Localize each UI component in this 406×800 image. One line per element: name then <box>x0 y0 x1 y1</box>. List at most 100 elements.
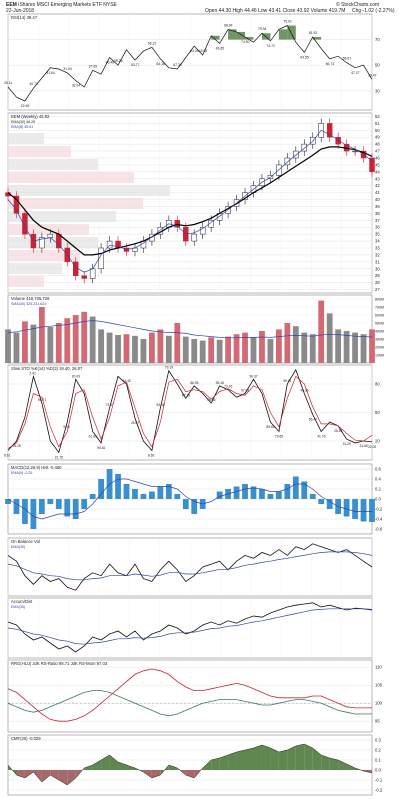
rsi-data-label: 31.04 <box>63 67 72 71</box>
price-candle <box>13 195 20 214</box>
cmf-tick-5: 0.3 <box>375 738 381 743</box>
volume-bar <box>106 332 113 363</box>
macd-tick-2: -0.2 <box>375 507 383 512</box>
price-tick-23: 50 <box>375 128 380 133</box>
cmf-area-segment <box>126 765 135 770</box>
volume-bar <box>132 335 138 363</box>
volume-bar <box>165 335 172 363</box>
rsi-overbought-fill <box>278 29 288 40</box>
macd-tick-4: 0.2 <box>375 487 381 492</box>
cmf-area-segment <box>304 744 313 770</box>
stochastic-data-label: 46.36 <box>300 389 308 393</box>
stochastic-data-label: 95.81 <box>97 446 105 450</box>
macd-signal-line <box>7 478 372 520</box>
macd-hist-bar <box>157 486 164 499</box>
price-candle <box>191 233 197 242</box>
stochastic-data-label: 64.40 <box>123 379 131 383</box>
obv-title: On Balance Vol <box>11 539 40 544</box>
cmf-area-segment <box>84 765 93 770</box>
volume-bar <box>191 339 198 363</box>
rrg-tick-1: 100 <box>375 701 383 706</box>
macd-hist-bar <box>309 494 316 499</box>
rsi-overbought-fill <box>287 25 296 40</box>
macd-hist-bar <box>149 491 155 499</box>
volume-bar <box>360 334 367 363</box>
volume-tick: 800M <box>375 298 384 302</box>
rsi-line <box>7 25 373 102</box>
macd-hist-bar <box>72 499 79 519</box>
stochastic-data-label: 75.96 <box>207 398 215 402</box>
price-candle <box>208 220 214 228</box>
stochastic-data-label: 79.19 <box>165 366 173 370</box>
rrg-title: RRG(HUJ) JdK RS-Ratio 98.71 JdK RS-Mom 9… <box>11 661 108 666</box>
cmf-area-segment <box>50 770 59 780</box>
cmf-area-segment <box>92 760 102 770</box>
volume-bar <box>208 337 215 363</box>
accum-dist-legend: EMA(30) <box>11 605 25 609</box>
macd-hist-bar <box>47 499 54 504</box>
price-tick-10: 37 <box>375 218 380 223</box>
stochastic-data-label: 24.66 <box>360 444 368 448</box>
price-candle <box>199 226 206 235</box>
cmf-area-segment <box>109 755 119 770</box>
cmf-area-segment <box>261 745 271 770</box>
macd-hist-bar <box>22 499 28 524</box>
price-candle <box>39 237 45 249</box>
volume-bar <box>352 332 358 363</box>
chart-date: 22-Jun-2018 <box>6 8 35 14</box>
volume-bar <box>182 336 189 363</box>
macd-hist-bar <box>360 499 367 522</box>
macd-hist-bar <box>98 479 105 499</box>
macd-hist-bar <box>233 486 240 499</box>
volume-bar <box>123 334 130 363</box>
macd-hist-bar <box>259 489 265 499</box>
rsi-data-label: 64.05 <box>190 49 199 53</box>
volume-by-price-bar <box>8 250 80 261</box>
stochastic-data-label: 2.42 <box>29 371 36 375</box>
stochastic-data-label: 9.94 <box>63 425 70 429</box>
volume-bar <box>259 331 265 363</box>
price-candle <box>310 136 316 145</box>
volume-bar <box>13 332 20 363</box>
volume-tick: 400M <box>375 330 384 334</box>
rsi-data-label: 79.34 <box>258 27 267 31</box>
rsi-data-label: 59.67 <box>343 57 352 61</box>
volume-bar <box>89 316 96 363</box>
cmf-area-segment <box>202 760 212 770</box>
stochastic-data-label: 94.06 <box>156 403 164 407</box>
volume-bar <box>140 339 147 363</box>
price-tick-15: 42 <box>375 183 380 188</box>
rsi-data-label: 74.90 <box>241 40 250 44</box>
price-tick-12: 39 <box>375 204 380 209</box>
cmf-area-segment <box>33 770 42 782</box>
volume-value: Volume 419.7M <box>310 8 346 14</box>
stochastic-data-label: 8.65 <box>148 454 155 458</box>
obv-legend: EMA(30) <box>11 545 25 549</box>
macd-hist-bar <box>369 499 375 522</box>
rsi-data-label: 37.65 <box>89 64 98 68</box>
price-tick-5: 32 <box>375 252 380 257</box>
macd-hist-bar <box>55 499 62 509</box>
macd-hist-bar <box>13 499 20 514</box>
macd-title: MACD(12,26,9) Hist -0.460 <box>11 465 62 470</box>
macd-hist-bar <box>81 499 88 509</box>
stochastic-data-label: 95.18 <box>216 381 224 385</box>
cmf-area-segment <box>236 750 246 770</box>
stochastic-data-label: 61.69 <box>89 435 97 439</box>
rrg-tick-0: 95 <box>375 719 380 724</box>
cmf-area-segment <box>278 750 288 770</box>
rsi-tick-1: 50 <box>375 63 380 68</box>
stochastic-data-label: 90.37 <box>249 374 257 378</box>
price-legend-ema8: EMA(8) 45.61 <box>11 125 33 129</box>
volume-bar <box>343 331 350 363</box>
rsi-overbought-fill <box>261 33 271 40</box>
rsi-data-label: 81.92 <box>309 31 318 35</box>
price-tick-6: 33 <box>375 246 380 251</box>
rsi-data-label: 65.21 <box>148 41 157 45</box>
ticker-symbol: EEM <box>6 2 17 8</box>
price-candle <box>352 150 358 153</box>
price-tick-14: 41 <box>375 190 380 195</box>
macd-hist-bar <box>352 499 358 519</box>
macd-hist-bar <box>89 494 96 499</box>
rsi-data-label: 32.04 <box>72 84 81 88</box>
